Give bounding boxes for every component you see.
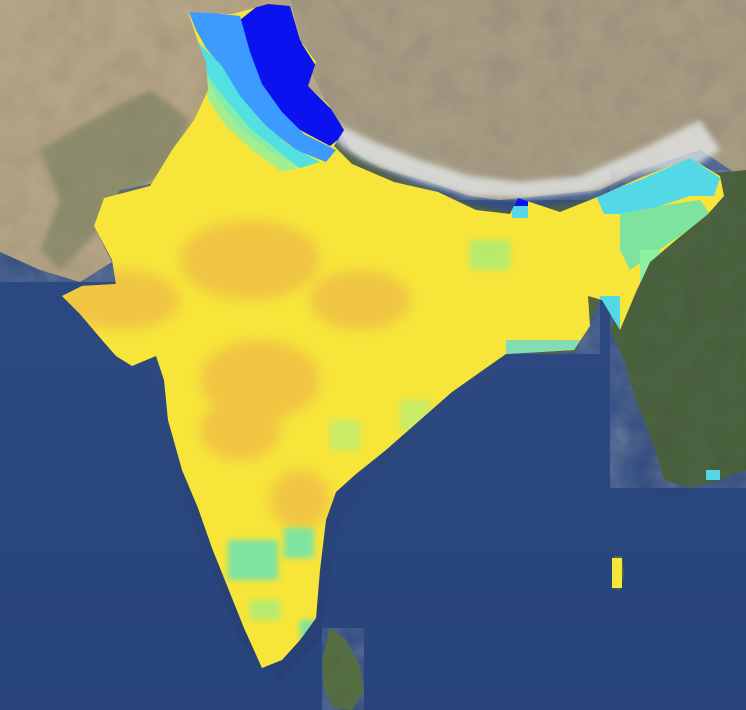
- land-tibet: [290, 0, 746, 200]
- land-sri-lanka: [322, 628, 364, 710]
- ocean-shelf: [0, 250, 746, 710]
- land-myanmar: [610, 170, 746, 488]
- land-himalaya-snow: [330, 120, 720, 198]
- land-indus-valley: [40, 90, 190, 270]
- overlay-myanmar-coast: [706, 470, 720, 480]
- overlay-warm-zones: [62, 220, 410, 530]
- overlay-north-cold-band: [188, 4, 348, 172]
- overlay-andaman: [612, 558, 622, 588]
